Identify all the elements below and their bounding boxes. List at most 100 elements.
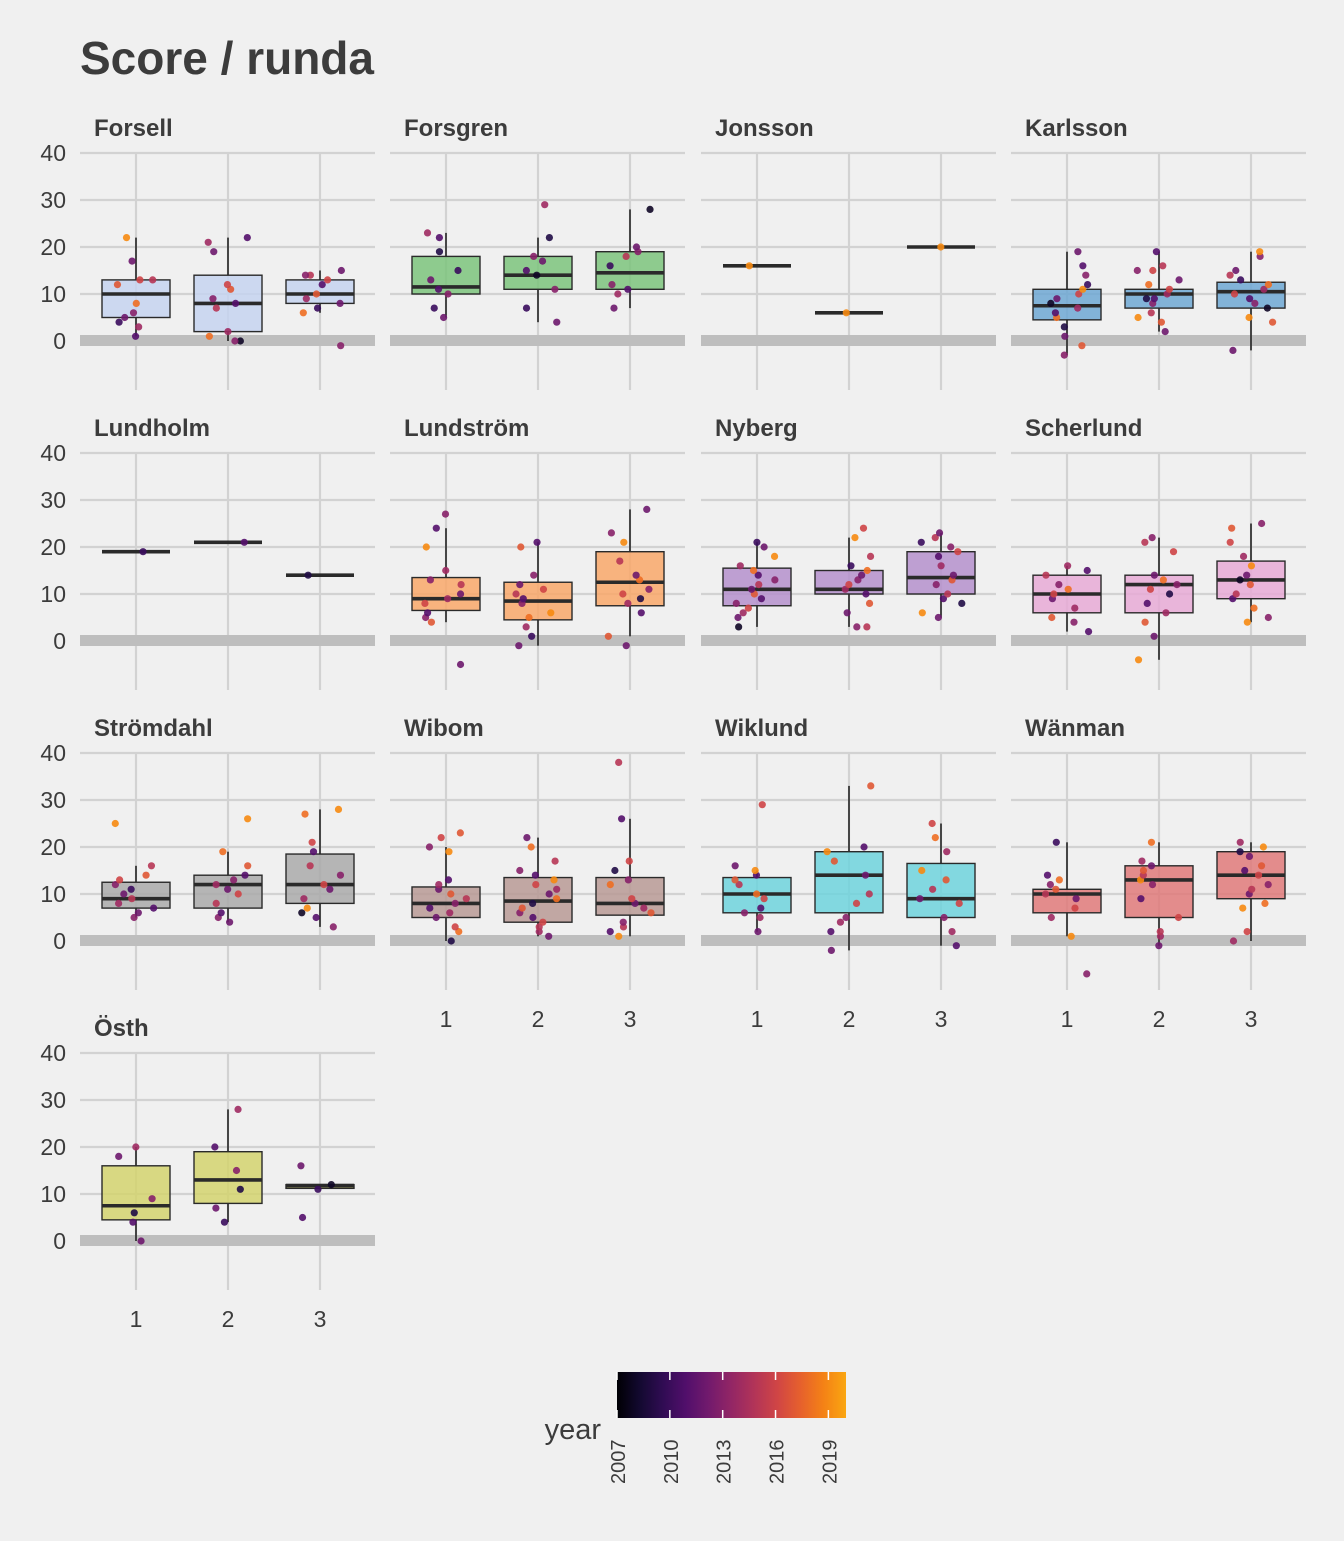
x-tick-label: 3 [1245, 1006, 1258, 1032]
x-tick-label: 2 [843, 1006, 856, 1032]
data-point [1138, 857, 1146, 865]
data-point [456, 829, 464, 837]
y-tick-label: 20 [40, 1134, 66, 1160]
zero-reference-line [1011, 335, 1306, 346]
data-point [619, 590, 627, 598]
y-tick-label: 0 [53, 328, 66, 354]
data-point [1239, 552, 1248, 561]
data-point [1137, 895, 1145, 903]
data-point [942, 876, 950, 884]
y-tick-label: 20 [40, 234, 66, 260]
data-point [757, 904, 765, 912]
data-point [770, 552, 779, 561]
data-point [1162, 609, 1170, 617]
x-tick-label: 1 [751, 1006, 764, 1032]
data-point [1150, 571, 1158, 579]
data-point [940, 913, 948, 922]
data-point [1041, 890, 1050, 898]
x-tick-label: 3 [314, 1306, 327, 1332]
data-point [129, 1218, 137, 1226]
data-point [827, 946, 835, 955]
data-point [954, 548, 962, 556]
data-point [522, 623, 530, 631]
data-point [1055, 581, 1063, 589]
data-point [943, 848, 951, 856]
facet-title: Strömdahl [94, 715, 213, 742]
data-point [425, 843, 434, 851]
data-point [937, 243, 945, 251]
y-tick-label: 40 [40, 140, 66, 166]
data-point [336, 299, 344, 307]
data-point [628, 895, 636, 903]
data-point [607, 529, 615, 537]
data-point [130, 913, 138, 922]
data-point [423, 609, 432, 617]
data-point [753, 890, 761, 898]
data-point [111, 819, 119, 828]
data-point [236, 337, 244, 345]
data-point [624, 876, 632, 884]
data-point [454, 266, 462, 275]
data-point [749, 566, 758, 575]
data-point [608, 281, 616, 289]
data-point [827, 928, 835, 936]
data-point [1072, 895, 1080, 903]
data-point [517, 543, 525, 551]
data-point [625, 857, 633, 865]
data-point [935, 529, 944, 537]
x-tick-label: 1 [130, 1306, 143, 1332]
data-point [444, 290, 452, 298]
data-point [1169, 548, 1178, 556]
data-point [210, 248, 218, 256]
data-point [541, 201, 549, 209]
data-point [1071, 904, 1079, 912]
data-point [1064, 562, 1072, 570]
data-point [735, 623, 743, 631]
data-point [756, 913, 764, 922]
data-point [243, 234, 251, 242]
data-point [211, 1143, 219, 1151]
data-point [120, 890, 128, 898]
data-point [637, 609, 645, 617]
data-point [1152, 248, 1161, 256]
y-tick-label: 40 [40, 440, 66, 466]
box [101, 881, 171, 909]
data-point [1064, 585, 1072, 593]
zero-reference-line [80, 935, 375, 946]
data-point [836, 918, 845, 926]
data-point [327, 1181, 335, 1189]
data-point [1256, 248, 1264, 256]
data-point [1053, 295, 1061, 303]
data-point [1084, 628, 1093, 636]
data-point [1226, 271, 1234, 279]
data-point [859, 524, 868, 532]
y-tick-label: 40 [40, 740, 66, 766]
data-point [518, 904, 526, 912]
facet-title: Forsell [94, 115, 173, 142]
data-point [553, 885, 561, 893]
data-point [1157, 318, 1165, 326]
data-point [430, 304, 438, 312]
chart-title: Score / runda [80, 32, 374, 84]
data-point [519, 595, 527, 603]
data-point [551, 285, 559, 293]
data-point [115, 876, 124, 884]
data-point [646, 205, 654, 213]
data-point [1074, 248, 1082, 256]
box [906, 862, 976, 919]
data-point [1050, 590, 1058, 598]
facet-panel: Forsell 0 10 20 30 40 [40, 115, 375, 390]
data-point [1051, 309, 1060, 317]
facet-panel: Jonsson [701, 115, 996, 390]
box [285, 853, 355, 905]
data-point [1165, 285, 1174, 293]
data-point [533, 538, 541, 546]
data-point [329, 923, 337, 931]
data-point [1083, 970, 1091, 978]
box [193, 1150, 263, 1205]
data-point [244, 862, 252, 870]
data-point [918, 866, 926, 875]
data-point [1148, 881, 1157, 889]
data-point [647, 909, 655, 917]
data-point [619, 918, 627, 926]
